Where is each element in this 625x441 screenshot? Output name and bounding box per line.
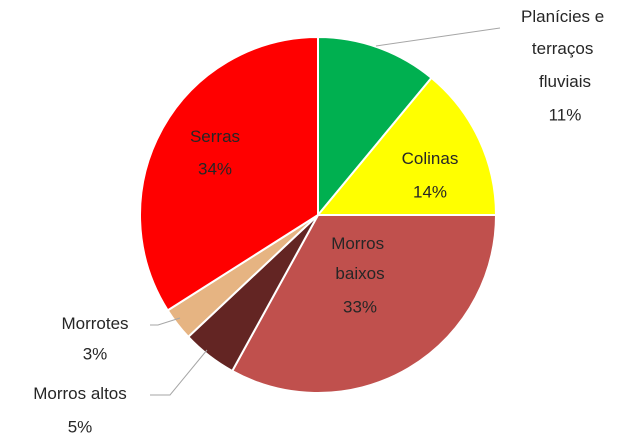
value-label: 5%: [68, 417, 93, 436]
leader-line: [150, 317, 181, 326]
pie-slice: [317, 35, 433, 218]
leader-line: [150, 349, 208, 396]
slice-label: Morros altos: [33, 384, 127, 403]
slice-label: Planícies e terraços fluviais: [521, 7, 609, 91]
value-label: 3%: [83, 344, 108, 363]
slice-label: Morros baixos: [331, 234, 389, 283]
value-label: 11%: [549, 105, 582, 124]
slice-label: Serras: [190, 127, 240, 146]
pie-slice: [315, 76, 498, 216]
value-label: 34%: [198, 159, 232, 178]
leader-line: [375, 27, 501, 47]
slice-label: Colinas: [402, 149, 459, 168]
value-label: 14%: [413, 182, 447, 201]
pie-slice: [139, 35, 319, 312]
value-label: 33%: [343, 297, 377, 316]
slice-label: Morrotes: [61, 314, 128, 333]
pie-slice: [230, 214, 498, 394]
